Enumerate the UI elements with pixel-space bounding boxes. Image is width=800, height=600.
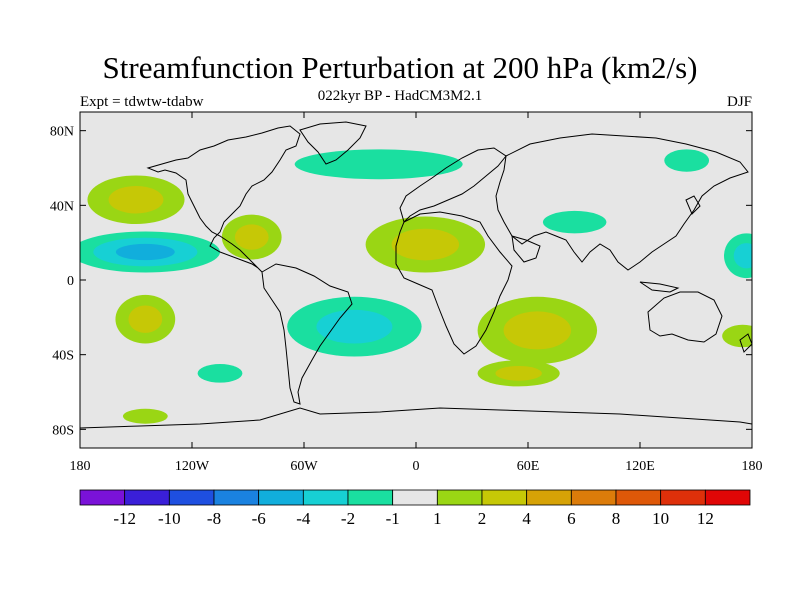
- colorbar-swatch: [436, 489, 483, 506]
- colorbar-label: 1: [433, 509, 442, 528]
- coastline-australia: [647, 291, 723, 343]
- colorbar-label: -4: [296, 509, 311, 528]
- contour-level: [115, 243, 175, 261]
- contour-level: [664, 149, 710, 172]
- field-indian-ocean-high: [477, 296, 598, 364]
- colorbar-label: 6: [567, 509, 576, 528]
- x-tick-label: 180: [742, 459, 763, 474]
- coastline-indonesia: [639, 281, 680, 293]
- x-tick-label: 60E: [517, 459, 540, 474]
- contour-level: [542, 210, 607, 234]
- field-caribbean-high: [221, 214, 282, 260]
- colorbar-swatch: [347, 489, 394, 506]
- contour-level: [234, 224, 269, 250]
- colorbar-label: -12: [113, 509, 136, 528]
- streamfunction-field: [80, 149, 752, 424]
- colorbar-swatch: [124, 489, 170, 506]
- colorbar-swatch: [481, 489, 528, 506]
- contour-level: [197, 364, 243, 383]
- contour-level: [733, 243, 752, 269]
- field-north-pacific-high: [87, 175, 185, 224]
- colorbar-swatch: [79, 489, 126, 506]
- contour-level: [722, 324, 752, 348]
- colorbar-label: 2: [478, 509, 487, 528]
- colorbar-label: 10: [652, 509, 669, 528]
- contour-level: [122, 408, 168, 424]
- colorbar-swatch: [213, 489, 260, 506]
- contour-level: [503, 311, 572, 350]
- contour-level: [391, 228, 460, 261]
- colorbar-swatch: [526, 489, 572, 506]
- field-east-pacific-low: [724, 233, 752, 279]
- experiment-label: Expt = tdwtw-tdabw: [80, 94, 204, 110]
- colorbar-swatch: [660, 489, 706, 506]
- field-africa-high: [365, 216, 486, 273]
- coastline-south-america: [261, 263, 353, 405]
- coastlines: [80, 121, 752, 429]
- map-title: Streamfunction Perturbation at 200 hPa (…: [102, 50, 698, 85]
- y-tick-label: 80N: [50, 125, 74, 140]
- coastline-arabia: [511, 235, 541, 263]
- contour-level: [495, 365, 542, 381]
- y-tick-label: 40S: [52, 349, 74, 364]
- field-atlantic-arctic-band: [294, 149, 463, 180]
- x-tick-label: 60W: [290, 459, 318, 474]
- contour-level: [108, 186, 164, 214]
- colorbar-label: -10: [158, 509, 181, 528]
- colorbar-label: -6: [252, 509, 266, 528]
- colorbar: -12 -10 -8 -6 -4 -2 -1 1 2 4 6 8 10 12: [79, 489, 751, 528]
- field-southern-ocean-low: [122, 408, 168, 424]
- colorbar-swatch: [302, 489, 349, 506]
- x-tick-label: 180: [70, 459, 91, 474]
- contour-level: [294, 149, 463, 180]
- colorbar-label: -1: [386, 509, 400, 528]
- colorbar-label: 4: [522, 509, 531, 528]
- season-label: DJF: [726, 94, 752, 110]
- y-tick-label: 0: [67, 274, 74, 289]
- colorbar-swatch: [258, 489, 304, 506]
- field-southern-indian-high: [477, 360, 560, 387]
- colorbar-swatch: [570, 489, 617, 506]
- field-east-australia-high: [722, 324, 752, 348]
- field-central-asia-low: [542, 210, 607, 234]
- coastline-new-zealand: [739, 333, 752, 353]
- y-tick-label: 80S: [52, 423, 74, 438]
- x-tick-label: 120W: [175, 459, 210, 474]
- colorbar-label: 12: [697, 509, 714, 528]
- coastline-north-america: [146, 125, 301, 273]
- contour-level: [316, 309, 393, 344]
- coastline-greenland: [299, 121, 367, 165]
- map-subtitle: 022kyr BP - HadCM3M2.1: [317, 88, 483, 104]
- y-tick-label: 40N: [50, 199, 74, 214]
- field-south-pacific-high: [115, 294, 176, 344]
- coastline-antarctica: [80, 407, 752, 429]
- colorbar-label: 8: [612, 509, 621, 528]
- axis-ticks: 180 120W 60W 0 60E 120E 180 80N 40N 0 40S 80S: [50, 112, 763, 474]
- field-subtropical-pacific-low: [80, 231, 220, 273]
- coastline-asia: [495, 133, 749, 271]
- contour-level: [128, 305, 163, 333]
- colorbar-label: -2: [341, 509, 355, 528]
- field-kamchatka-low: [664, 149, 710, 172]
- coastline-africa: [395, 211, 513, 355]
- colorbar-swatch: [392, 489, 438, 506]
- field-south-pacific-low: [197, 364, 243, 383]
- colorbar-label: -8: [207, 509, 221, 528]
- colorbar-swatch: [168, 489, 215, 506]
- field-south-atlantic-low: [287, 296, 422, 357]
- colorbar-swatch: [615, 489, 662, 506]
- coastline-japan: [685, 195, 701, 215]
- colorbar-swatch: [704, 489, 751, 506]
- x-tick-label: 120E: [625, 459, 655, 474]
- x-tick-label: 0: [413, 459, 420, 474]
